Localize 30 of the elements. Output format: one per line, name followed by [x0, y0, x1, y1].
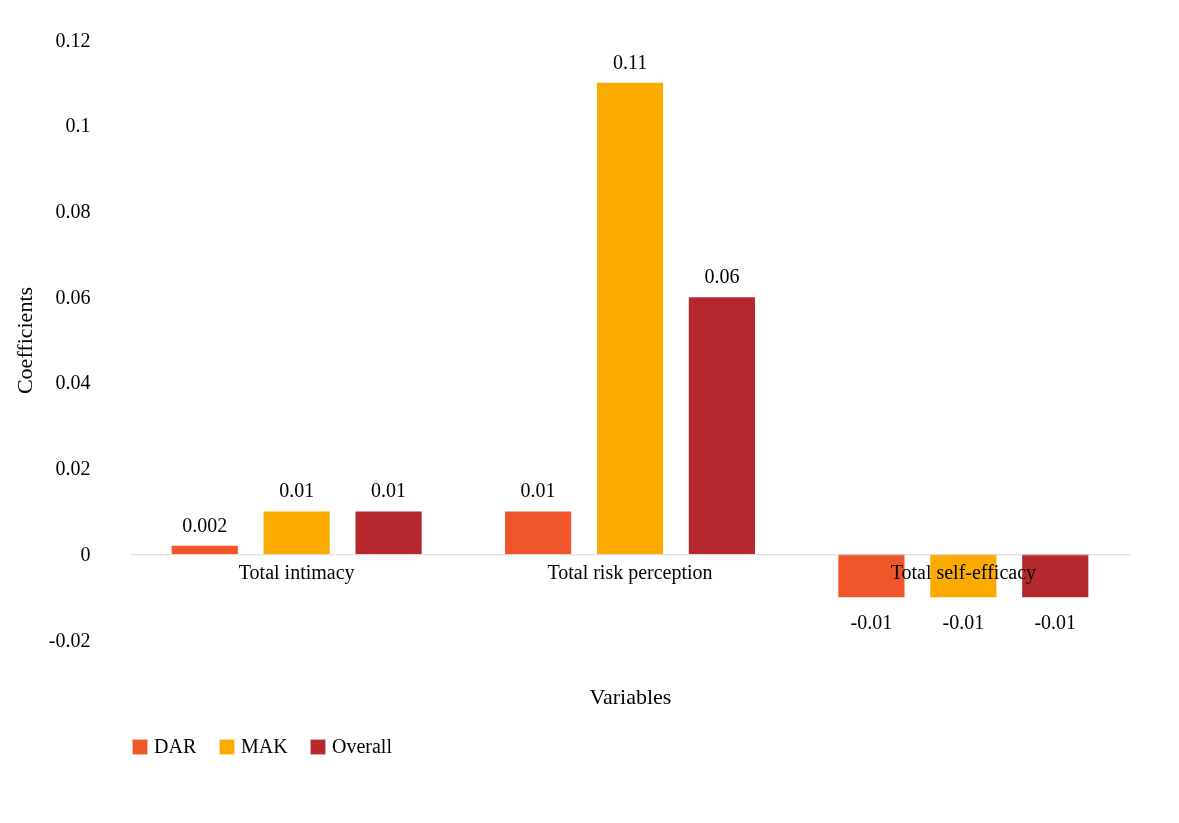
y-axis-title: Coefficients: [11, 286, 37, 395]
y-tick-label: 0: [80, 542, 91, 565]
legend-label: DAR: [154, 735, 197, 757]
y-tick-label: 0.04: [55, 371, 91, 394]
data-label: -0.01: [850, 611, 893, 634]
bar: [171, 545, 238, 555]
y-tick-label: 0.06: [55, 285, 91, 308]
legend-label: MAK: [241, 735, 289, 757]
data-label: -0.01: [942, 611, 985, 634]
data-label: 0.01: [520, 479, 556, 502]
data-label: 0.01: [371, 479, 407, 502]
x-tick-label: Total intimacy: [238, 560, 355, 584]
y-tick-label: 0.1: [65, 114, 91, 137]
bar: [688, 297, 755, 555]
data-label: -0.01: [1034, 611, 1077, 634]
data-label: 0.01: [279, 479, 315, 502]
y-tick-label: 0.12: [55, 28, 91, 51]
x-tick-label: Total risk perception: [547, 560, 713, 584]
x-axis-title: Variables: [589, 683, 672, 709]
y-tick-label: -0.02: [48, 628, 91, 651]
bar: [596, 82, 664, 555]
data-label: 0.11: [612, 50, 648, 73]
data-label: 0.06: [704, 265, 740, 288]
bar: [263, 511, 330, 555]
y-tick-label: 0.08: [55, 199, 91, 222]
bar: [505, 511, 572, 555]
bar: [355, 511, 422, 555]
y-tick-label: 0.02: [55, 457, 91, 480]
legend-label: Overall: [332, 735, 393, 757]
data-label: 0.002: [182, 513, 228, 536]
